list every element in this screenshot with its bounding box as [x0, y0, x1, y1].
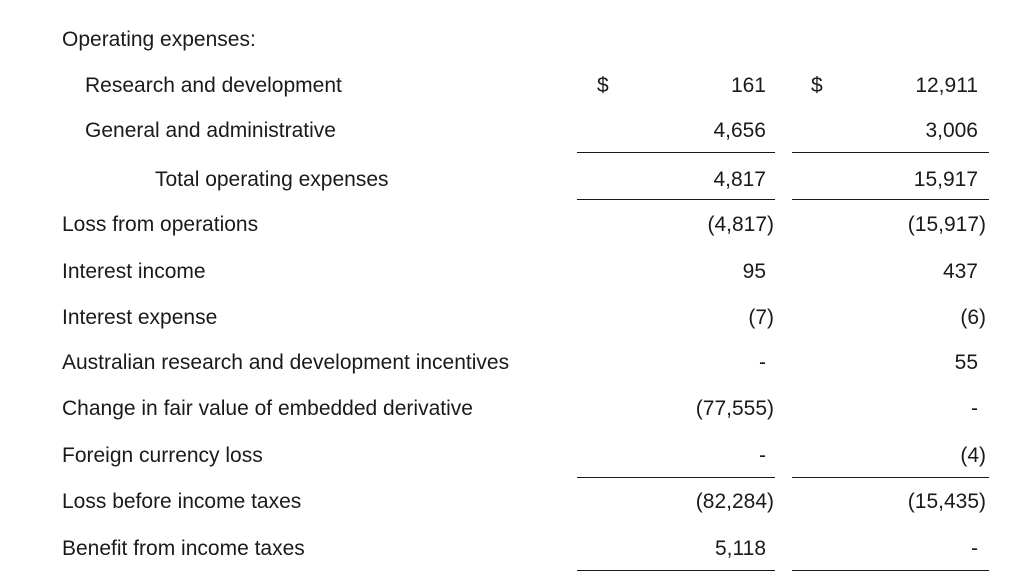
value-col1: -	[759, 444, 766, 467]
value-col2: -	[971, 537, 978, 560]
value-col1: (4,817)	[707, 213, 774, 236]
row-label: Foreign currency loss	[62, 444, 263, 467]
row-label: Change in fair value of embedded derivat…	[62, 397, 473, 420]
value-col2: 3,006	[925, 119, 978, 142]
value-col2: (4)	[960, 444, 986, 467]
table-row: Research and development $ 161 $ 12,911	[0, 71, 1024, 101]
row-label: Research and development	[85, 74, 342, 97]
value-col2: (15,917)	[907, 213, 986, 236]
value-col2: (6)	[960, 306, 986, 329]
value-col2: 55	[954, 351, 978, 374]
table-row: Interest expense (7) (6)	[0, 303, 1024, 333]
table-row: Total operating expenses 4,817 15,917	[0, 165, 1024, 195]
row-label: Interest expense	[62, 306, 218, 329]
row-label: Loss before income taxes	[62, 490, 302, 513]
row-label: Interest income	[62, 260, 206, 283]
subtotal-rule	[792, 477, 989, 478]
currency-symbol: $	[811, 74, 823, 97]
row-label: Benefit from income taxes	[62, 537, 305, 560]
section-heading: Operating expenses:	[62, 28, 256, 51]
value-col2: 437	[942, 260, 978, 283]
table-row: Benefit from income taxes 5,118 -	[0, 534, 1024, 564]
value-col1: 4,817	[713, 168, 766, 191]
subtotal-rule	[792, 152, 989, 153]
total-rule	[792, 199, 989, 200]
value-col2: 15,917	[913, 168, 978, 191]
table-row: Foreign currency loss - (4)	[0, 441, 1024, 471]
currency-symbol: $	[597, 74, 609, 97]
value-col1: (7)	[748, 306, 774, 329]
subtotal-rule	[577, 477, 775, 478]
row-label: Australian research and development ince…	[62, 351, 510, 374]
value-col1: (77,555)	[695, 397, 774, 420]
row-label: Total operating expenses	[155, 168, 389, 191]
value-col2: 12,911	[915, 74, 978, 97]
subtotal-rule	[792, 570, 989, 571]
row-label: Loss from operations	[62, 213, 259, 236]
value-col1: -	[759, 351, 766, 374]
subtotal-rule	[577, 570, 775, 571]
value-col2: -	[971, 397, 978, 420]
row-label: General and administrative	[85, 119, 336, 142]
table-row: Change in fair value of embedded derivat…	[0, 394, 1024, 424]
subtotal-rule	[577, 152, 775, 153]
value-col1: (82,284)	[695, 490, 774, 513]
table-row: Australian research and development ince…	[0, 348, 1024, 378]
value-col1: 4,656	[713, 119, 766, 142]
section-heading-row: Operating expenses:	[0, 25, 1024, 55]
value-col2: (15,435)	[907, 490, 986, 513]
table-row: General and administrative 4,656 3,006	[0, 116, 1024, 146]
table-row: Interest income 95 437	[0, 257, 1024, 287]
value-col1: 161	[730, 74, 766, 97]
table-row: Loss before income taxes (82,284) (15,43…	[0, 487, 1024, 517]
table-row: Loss from operations (4,817) (15,917)	[0, 210, 1024, 240]
total-rule	[577, 199, 775, 200]
value-col1: 95	[742, 260, 766, 283]
value-col1: 5,118	[715, 537, 766, 560]
